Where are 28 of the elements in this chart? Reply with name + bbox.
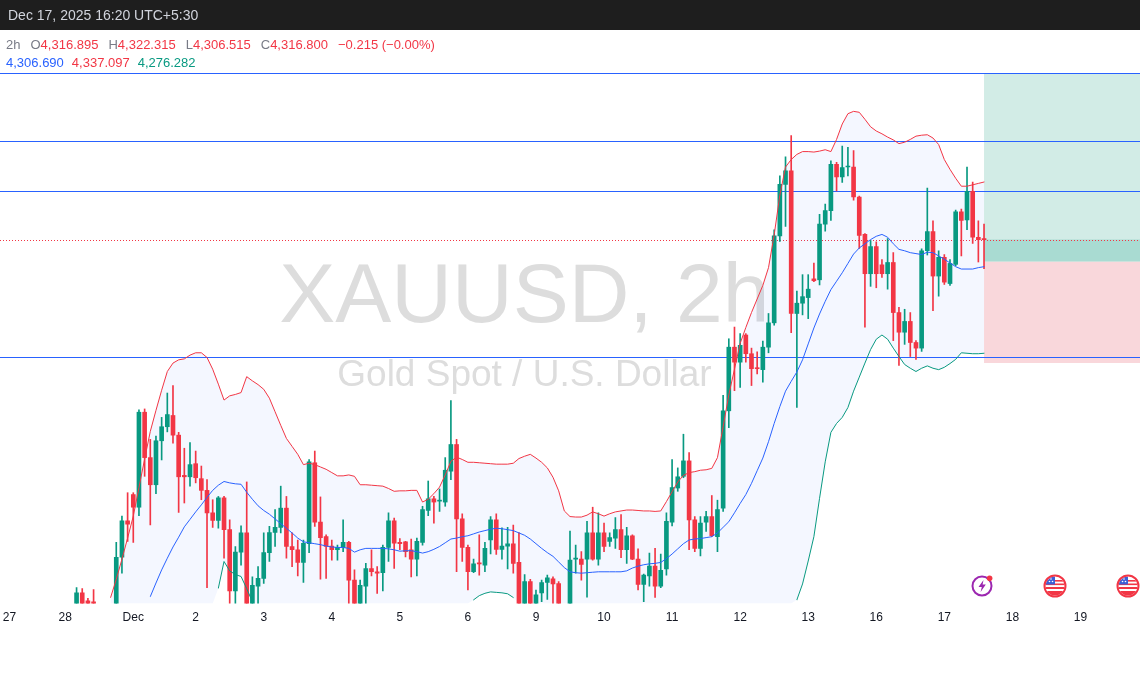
x-tick-label: 6 bbox=[464, 610, 472, 625]
text: 4,337.097 bbox=[71, 55, 130, 71]
x-tick-label: Dec bbox=[122, 610, 144, 625]
candlestick bbox=[476, 534, 482, 576]
text: 2h bbox=[6, 37, 21, 53]
text: −0.215 (−0.00%) bbox=[337, 37, 435, 53]
text: C4,316.800 bbox=[260, 37, 328, 52]
x-tick-label: 16 bbox=[869, 610, 884, 625]
x-tick-label: 3 bbox=[260, 610, 268, 625]
x-tick-label: 13 bbox=[801, 610, 816, 625]
text: L4,306.515 bbox=[185, 37, 251, 52]
x-tick-label: 12 bbox=[733, 610, 748, 625]
x-tick-label: 28 bbox=[58, 610, 73, 625]
x-tick-label: 2 bbox=[192, 610, 200, 625]
x-tick-label: 9 bbox=[532, 610, 540, 625]
text: 4,276.282 bbox=[137, 55, 196, 71]
x-tick-label: 10 bbox=[597, 610, 612, 625]
text: 4,306.690 bbox=[6, 55, 64, 71]
x-tick-label: 4 bbox=[328, 610, 336, 625]
text: Dec 17, 2025 16:20 UTC+5:30 bbox=[8, 7, 199, 23]
x-tick-label: 27 bbox=[2, 610, 17, 625]
x-tick-label: 18 bbox=[1005, 610, 1020, 625]
x-tick-label: 19 bbox=[1073, 610, 1088, 625]
text: O4,316.895 bbox=[30, 37, 99, 52]
text: H4,322.315 bbox=[108, 37, 176, 52]
x-tick-label: 17 bbox=[937, 610, 952, 625]
x-tick-label: 5 bbox=[396, 610, 404, 625]
x-tick-label: 11 bbox=[665, 610, 679, 625]
